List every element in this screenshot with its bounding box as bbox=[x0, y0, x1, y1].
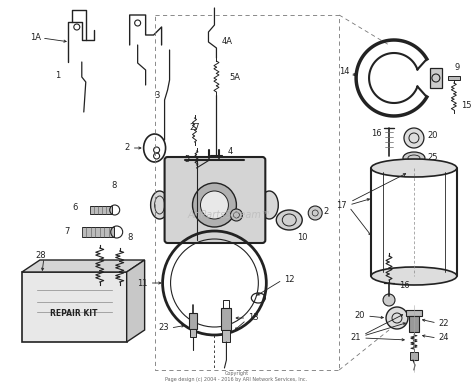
Bar bbox=[221, 308, 231, 330]
Text: 1A: 1A bbox=[30, 34, 41, 43]
Text: 5A: 5A bbox=[229, 73, 240, 83]
Bar bbox=[223, 300, 229, 308]
Text: Copyright
Page design (c) 2004 - 2016 by ARI Network Services, Inc.: Copyright Page design (c) 2004 - 2016 by… bbox=[165, 371, 308, 382]
Text: 8: 8 bbox=[112, 181, 117, 190]
Text: 20: 20 bbox=[355, 312, 365, 321]
Text: 23: 23 bbox=[158, 323, 169, 333]
Bar bbox=[222, 330, 230, 342]
Text: 4A: 4A bbox=[221, 37, 232, 46]
Text: 5: 5 bbox=[184, 156, 190, 165]
Bar bbox=[90, 206, 112, 214]
Ellipse shape bbox=[260, 191, 278, 219]
Circle shape bbox=[404, 128, 424, 148]
Text: 21: 21 bbox=[351, 333, 361, 342]
Circle shape bbox=[386, 307, 408, 329]
Text: 8: 8 bbox=[128, 234, 133, 243]
Text: 12: 12 bbox=[284, 275, 295, 284]
Ellipse shape bbox=[371, 159, 457, 177]
Bar bbox=[82, 227, 114, 237]
Text: REPAIR KIT: REPAIR KIT bbox=[50, 308, 98, 317]
Text: AriPartsStream™: AriPartsStream™ bbox=[188, 210, 271, 220]
Ellipse shape bbox=[276, 210, 302, 230]
Text: 20: 20 bbox=[427, 131, 438, 140]
Circle shape bbox=[383, 294, 395, 306]
Text: 27: 27 bbox=[190, 124, 200, 133]
Text: 2: 2 bbox=[124, 144, 130, 152]
Ellipse shape bbox=[403, 152, 425, 164]
Circle shape bbox=[308, 206, 322, 220]
Bar bbox=[406, 310, 422, 316]
Ellipse shape bbox=[151, 191, 169, 219]
Text: 3: 3 bbox=[154, 90, 160, 99]
Text: 1: 1 bbox=[55, 71, 60, 80]
Circle shape bbox=[201, 191, 228, 219]
Text: 24: 24 bbox=[439, 333, 449, 342]
Text: 11: 11 bbox=[137, 278, 147, 287]
Text: 6: 6 bbox=[73, 204, 78, 213]
Bar bbox=[190, 329, 195, 337]
Bar bbox=[22, 272, 127, 342]
Text: 16: 16 bbox=[399, 280, 410, 289]
Text: 25: 25 bbox=[427, 152, 438, 161]
Text: 22: 22 bbox=[439, 319, 449, 328]
Text: 10: 10 bbox=[297, 234, 308, 243]
Bar bbox=[448, 76, 460, 80]
Text: 7: 7 bbox=[64, 227, 70, 236]
Bar bbox=[410, 352, 418, 360]
Text: 4: 4 bbox=[228, 147, 233, 156]
Bar bbox=[430, 68, 442, 88]
Text: 9: 9 bbox=[455, 64, 460, 73]
Bar bbox=[189, 313, 197, 329]
Text: 14: 14 bbox=[338, 67, 349, 76]
Polygon shape bbox=[127, 260, 145, 342]
Text: 2: 2 bbox=[323, 207, 328, 216]
Ellipse shape bbox=[371, 267, 457, 285]
FancyBboxPatch shape bbox=[164, 157, 265, 243]
Circle shape bbox=[192, 183, 237, 227]
Text: 16: 16 bbox=[372, 129, 382, 138]
Text: 17: 17 bbox=[337, 200, 347, 209]
Polygon shape bbox=[22, 260, 145, 272]
Text: 15: 15 bbox=[461, 101, 471, 110]
Bar bbox=[409, 316, 419, 332]
Text: 13: 13 bbox=[248, 314, 259, 323]
Circle shape bbox=[230, 209, 242, 221]
Text: 28: 28 bbox=[35, 250, 46, 259]
